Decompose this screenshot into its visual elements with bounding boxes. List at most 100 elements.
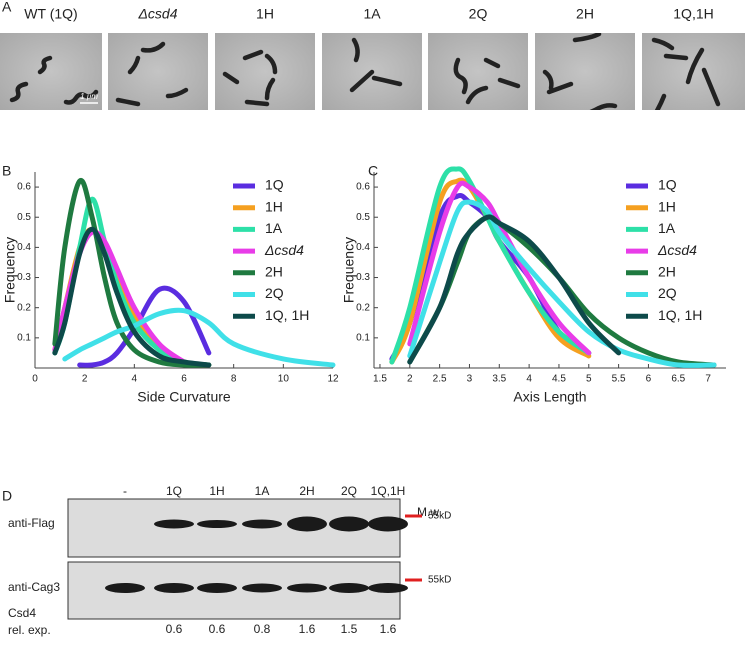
curve — [52, 196, 212, 368]
lane-label: 1Q,1H — [371, 484, 406, 498]
band — [105, 583, 145, 593]
quant-value: 0.6 — [166, 622, 183, 636]
marker-label: 55kD — [428, 511, 451, 522]
legend-label: 2Q — [265, 285, 284, 301]
strain-label: 2H — [576, 6, 594, 22]
bacterium — [127, 55, 141, 75]
strain-label: 1Q,1H — [673, 6, 713, 22]
x-tick-label: 6 — [646, 374, 652, 385]
y-tick-label: 0.5 — [17, 212, 31, 223]
y-tick-label: 0.6 — [17, 182, 31, 193]
legend-label: 2H — [265, 264, 283, 280]
band — [242, 519, 282, 529]
legend-label: Δcsd4 — [264, 242, 304, 258]
x-axis-label: Side Curvature — [137, 389, 231, 405]
band — [154, 583, 194, 593]
band — [368, 516, 408, 532]
lane-label: 2H — [299, 484, 314, 498]
curve — [407, 214, 622, 365]
strain-label: 1H — [256, 6, 274, 22]
lane-label: 1H — [209, 484, 224, 498]
x-tick-label: 2.5 — [433, 374, 447, 385]
bacterium — [242, 49, 264, 61]
x-tick-label: 12 — [327, 374, 339, 385]
antibody-label: anti-Flag — [8, 516, 55, 530]
curve — [62, 307, 336, 368]
x-tick-label: 7 — [705, 374, 711, 385]
curve — [389, 166, 592, 365]
band — [197, 583, 237, 593]
x-tick-label: 4 — [132, 374, 138, 385]
curve — [52, 177, 212, 368]
antibody-label: anti-Cag3 — [8, 580, 60, 594]
micrograph — [108, 33, 208, 110]
scale-bar-label: 1 μm — [80, 92, 98, 101]
curve — [407, 214, 717, 368]
legend-label: 1A — [265, 220, 283, 236]
band — [368, 583, 408, 593]
y-tick-label: 0.4 — [17, 242, 31, 253]
bacterium — [349, 69, 375, 93]
curve — [52, 226, 212, 368]
band — [242, 583, 282, 593]
micrograph-background — [428, 33, 528, 110]
y-tick-label: 0.5 — [356, 212, 370, 223]
x-tick-label: 5.5 — [612, 374, 626, 385]
y-tick-label: 0.2 — [356, 302, 370, 313]
legend-label: 2Q — [658, 285, 677, 301]
strain-label: 1A — [363, 6, 381, 22]
bacterium — [453, 57, 468, 95]
strain-label: WT (1Q) — [24, 6, 77, 22]
y-axis-label: Frequency — [341, 237, 357, 303]
quant-value: 0.8 — [254, 622, 271, 636]
x-tick-label: 2 — [82, 374, 88, 385]
micrograph-clip — [542, 33, 618, 110]
bacterium — [497, 77, 521, 89]
bacterium — [9, 81, 29, 103]
y-tick-label: 0.6 — [356, 182, 370, 193]
legend-label: Δcsd4 — [657, 242, 697, 258]
legend-label: 2H — [658, 264, 676, 280]
y-tick-label: 0.4 — [356, 242, 370, 253]
lane-label: - — [123, 484, 127, 498]
panel-label: A — [2, 0, 12, 15]
micrograph-clip — [651, 37, 721, 110]
bacterium — [244, 99, 270, 107]
x-tick-label: 4.5 — [552, 374, 566, 385]
bacterium — [465, 85, 489, 105]
micrograph-clip — [9, 55, 99, 105]
micrograph-background — [535, 33, 635, 110]
x-tick-label: 5 — [586, 374, 592, 385]
legend-label: 1A — [658, 220, 676, 236]
micrograph — [428, 33, 528, 110]
quant-label: rel. exp. — [8, 623, 51, 637]
band — [197, 520, 237, 528]
x-tick-label: 3.5 — [492, 374, 506, 385]
micrograph — [215, 33, 315, 110]
panel-label: C — [368, 163, 378, 179]
y-tick-label: 0.1 — [356, 332, 370, 343]
micrograph-clip — [115, 41, 189, 107]
micrograph-background — [108, 33, 208, 110]
lane-label: 2Q — [341, 484, 357, 498]
bacterium — [264, 53, 278, 75]
y-axis-label: Frequency — [2, 237, 18, 303]
micrograph-clip — [222, 49, 278, 107]
bacterium — [685, 47, 705, 85]
quant-value: 0.6 — [209, 622, 226, 636]
x-axis-label: Axis Length — [513, 389, 586, 405]
bacterium — [542, 69, 554, 91]
band — [287, 583, 327, 593]
strain-label: Δcsd4 — [138, 6, 178, 22]
bacterium — [572, 33, 602, 43]
bacterium — [371, 75, 403, 87]
band — [329, 583, 369, 593]
y-tick-label: 0.3 — [356, 272, 370, 283]
bacterium — [63, 89, 99, 105]
bacterium — [264, 77, 276, 101]
lane-label: 1Q — [166, 484, 182, 498]
x-tick-label: 0 — [32, 374, 38, 385]
micrograph-clip — [453, 57, 521, 105]
bacterium — [140, 41, 166, 53]
panel-label: B — [2, 163, 11, 179]
